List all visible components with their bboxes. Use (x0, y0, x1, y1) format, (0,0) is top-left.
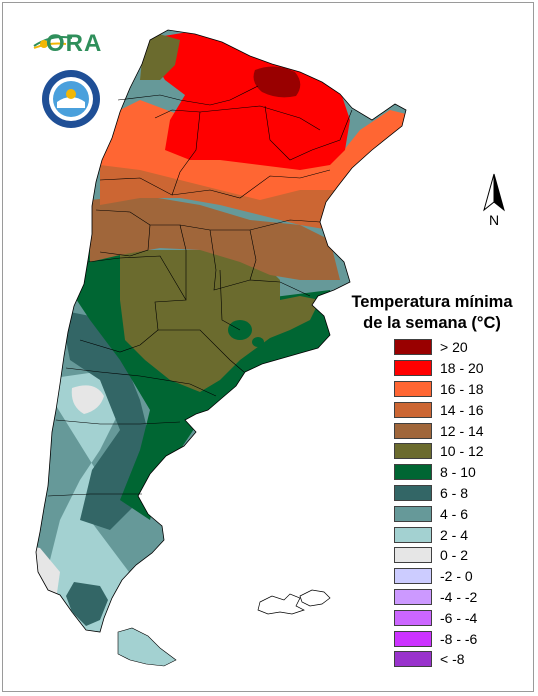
smn-seal-icon (42, 70, 100, 128)
ora-logo-mark (33, 36, 73, 49)
province-borders (47, 85, 353, 497)
tierra-del-fuego (117, 627, 177, 667)
legend-item: 2 - 4 (394, 524, 524, 545)
legend-swatch (394, 484, 432, 501)
legend-label: -2 - 0 (440, 568, 473, 585)
zone-10-12-north (140, 30, 180, 80)
legend-label: 4 - 6 (440, 505, 469, 522)
legend: Temperatura mínima de la semana (°C) > 2… (340, 292, 524, 668)
legend-item: -8 - -6 (394, 628, 524, 649)
legend-label: 12 - 14 (440, 422, 484, 439)
legend-swatch (394, 443, 432, 460)
legend-item: 16 - 18 (394, 379, 524, 400)
legend-item: 14 - 16 (394, 399, 524, 420)
zone-12-14 (90, 195, 340, 280)
zone-above-20 (253, 66, 301, 98)
legend-title-line1: Temperatura mínima (351, 293, 513, 311)
legend-swatch (394, 360, 432, 377)
legend-label: 8 - 10 (440, 464, 476, 481)
legend-swatch (394, 422, 432, 439)
legend-swatch (394, 380, 432, 397)
legend-label: -8 - -6 (440, 630, 478, 647)
zone-8-10-spot (202, 418, 218, 430)
legend-label: 16 - 18 (440, 380, 484, 397)
zone-2-4 (40, 370, 150, 632)
legend-swatch (394, 339, 432, 356)
legend-swatch (394, 568, 432, 585)
legend-item: 12 - 14 (394, 420, 524, 441)
legend-swatch (394, 401, 432, 418)
legend-label: 10 - 12 (440, 443, 484, 460)
legend-swatch (394, 547, 432, 564)
legend-label: > 20 (440, 339, 468, 356)
legend-item: 18 - 20 (394, 358, 524, 379)
legend-swatch (394, 609, 432, 626)
falkland-islands (257, 589, 331, 615)
zone-10-12 (120, 250, 320, 392)
legend-item: -4 - -2 (394, 587, 524, 608)
legend-item: 8 - 10 (394, 462, 524, 483)
legend-label: -4 - -2 (440, 588, 478, 605)
legend-swatch (394, 526, 432, 543)
legend-label: 18 - 20 (440, 360, 484, 377)
legend-label: 2 - 4 (440, 526, 469, 543)
legend-item: 4 - 6 (394, 503, 524, 524)
zone-6-8-south (66, 582, 108, 626)
legend-item: -6 - -4 (394, 607, 524, 628)
legend-swatch (394, 588, 432, 605)
legend-item: -2 - 0 (394, 566, 524, 587)
legend-item: > 20 (394, 337, 524, 358)
zone-8-10-spot (252, 337, 264, 347)
north-label: N (489, 212, 500, 228)
legend-item: < -8 (394, 649, 524, 670)
legend-item: 10 - 12 (394, 441, 524, 462)
smn-seal (40, 68, 102, 130)
zone-0-2-north (71, 385, 104, 414)
legend-swatch (394, 505, 432, 522)
country-outline (35, 29, 407, 633)
legend-item: 0 - 2 (394, 545, 524, 566)
legend-label: < -8 (440, 651, 465, 668)
ora-logo-text: ORA (46, 30, 103, 57)
legend-swatch (394, 464, 432, 481)
north-arrow-icon (483, 173, 505, 212)
north-arrow: N (478, 172, 518, 232)
legend-label: -6 - -4 (440, 609, 478, 626)
legend-items: > 20 18 - 20 16 - 18 14 - 16 12 - 14 10 - 12 8… (394, 337, 524, 670)
legend-title-line2: de la semana (°C) (363, 314, 501, 332)
legend-label: 14 - 16 (440, 401, 484, 418)
legend-label: 6 - 8 (440, 484, 469, 501)
legend-swatch (394, 630, 432, 647)
legend-label: 0 - 2 (440, 547, 469, 564)
legend-item: 6 - 8 (394, 483, 524, 504)
zone-6-8 (60, 310, 150, 530)
legend-swatch (394, 651, 432, 668)
ora-logo: ORA (32, 28, 112, 62)
